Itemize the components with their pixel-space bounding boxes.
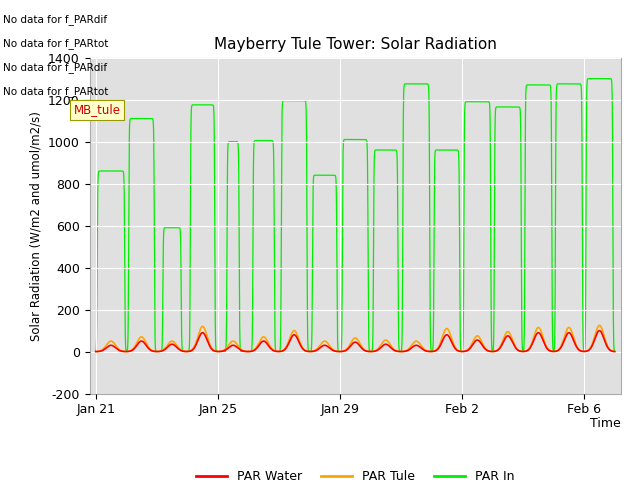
Text: No data for f_PARdif: No data for f_PARdif	[3, 14, 108, 25]
Text: MB_tule: MB_tule	[74, 103, 120, 116]
Y-axis label: Solar Radiation (W/m2 and umol/m2/s): Solar Radiation (W/m2 and umol/m2/s)	[29, 111, 42, 340]
Text: Time: Time	[590, 417, 621, 430]
Text: No data for f_PARtot: No data for f_PARtot	[3, 86, 109, 97]
Text: No data for f_PARtot: No data for f_PARtot	[3, 38, 109, 49]
Title: Mayberry Tule Tower: Solar Radiation: Mayberry Tule Tower: Solar Radiation	[214, 37, 497, 52]
Legend: PAR Water, PAR Tule, PAR In: PAR Water, PAR Tule, PAR In	[191, 465, 520, 480]
Text: No data for f_PARdif: No data for f_PARdif	[3, 62, 108, 73]
